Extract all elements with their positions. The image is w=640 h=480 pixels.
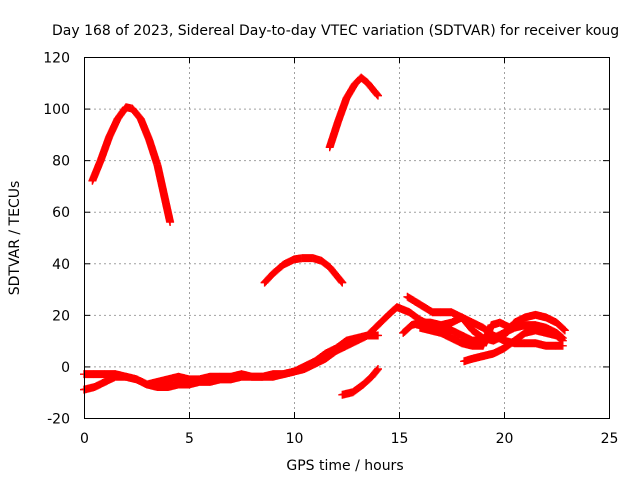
trace-segment	[510, 329, 529, 345]
series-arc-4	[80, 331, 382, 394]
data-point	[166, 218, 175, 227]
y-tick-label: 0	[61, 360, 70, 376]
trace-segment	[363, 78, 378, 94]
data-marks	[80, 73, 569, 399]
trace-segment	[342, 81, 359, 103]
trace-segment	[399, 322, 415, 337]
y-tick-label: 20	[52, 308, 70, 324]
y-tick-label: 40	[52, 257, 70, 273]
x-tick-label: 20	[496, 431, 514, 447]
trace-segment	[359, 373, 375, 389]
trace-segment	[260, 270, 277, 287]
data-point	[374, 365, 382, 374]
y-tick-label: 80	[52, 154, 70, 170]
trace-segment	[105, 116, 122, 141]
trace-segment	[317, 256, 333, 271]
chart-title: Day 168 of 2023, Sidereal Day-to-day VTE…	[52, 23, 619, 39]
series-arc-5	[80, 303, 567, 392]
data-point	[560, 326, 569, 335]
series-arc-10	[416, 318, 515, 350]
trace-segment	[500, 337, 518, 353]
trace-segment	[113, 104, 130, 123]
plot-frame	[84, 57, 610, 419]
y-tick-label: 100	[43, 102, 70, 118]
grid	[84, 57, 609, 418]
data-point	[374, 91, 382, 100]
data-point	[558, 336, 567, 345]
axis-ticks: 0 5 10 15 20 25 -20 0 20 40 60 80 100 120	[43, 51, 618, 448]
trace-segment	[325, 118, 342, 152]
series-arc-2	[325, 73, 382, 152]
y-tick-label: -20	[47, 412, 70, 428]
trace-segment	[392, 303, 413, 316]
trace-segment	[552, 331, 566, 344]
trace-segment	[479, 322, 495, 350]
trace-segment	[374, 311, 392, 330]
trace-segment	[363, 322, 382, 340]
y-tick-label: 60	[52, 205, 70, 221]
series-arc-9	[460, 326, 567, 366]
trace-segment	[405, 308, 424, 324]
data-point	[506, 323, 515, 332]
trace-segment	[153, 161, 168, 197]
trace-segment	[128, 104, 144, 122]
x-tick-label: 10	[286, 431, 304, 447]
x-tick-label: 25	[601, 431, 619, 447]
trace-segment	[325, 263, 342, 281]
trace-segment	[367, 365, 382, 381]
data-point	[338, 278, 347, 287]
trace-segment	[321, 347, 340, 363]
y-tick-label: 120	[43, 51, 70, 67]
trace-segment	[357, 73, 371, 87]
series-arc-1	[88, 103, 175, 227]
trace-segment	[96, 134, 113, 165]
x-tick-label: 5	[185, 431, 194, 447]
trace-segment	[468, 326, 487, 342]
x-tick-label: 0	[80, 431, 89, 447]
series-arc-6	[338, 365, 382, 399]
trace-segment	[269, 261, 287, 278]
x-axis-label: GPS time / hours	[286, 458, 403, 474]
trace-segment	[136, 114, 153, 143]
trace-segment	[145, 135, 162, 169]
series-arc-3	[260, 254, 347, 287]
trace-segment	[88, 157, 105, 185]
trace-segment	[552, 318, 568, 334]
trace-segment	[458, 313, 476, 334]
y-axis-label: SDTVAR / TECUs	[7, 181, 23, 296]
trace-segment	[348, 381, 367, 397]
trace-segment	[159, 189, 174, 225]
trace-segment	[334, 95, 351, 126]
x-tick-label: 15	[391, 431, 409, 447]
data-point	[374, 331, 382, 340]
